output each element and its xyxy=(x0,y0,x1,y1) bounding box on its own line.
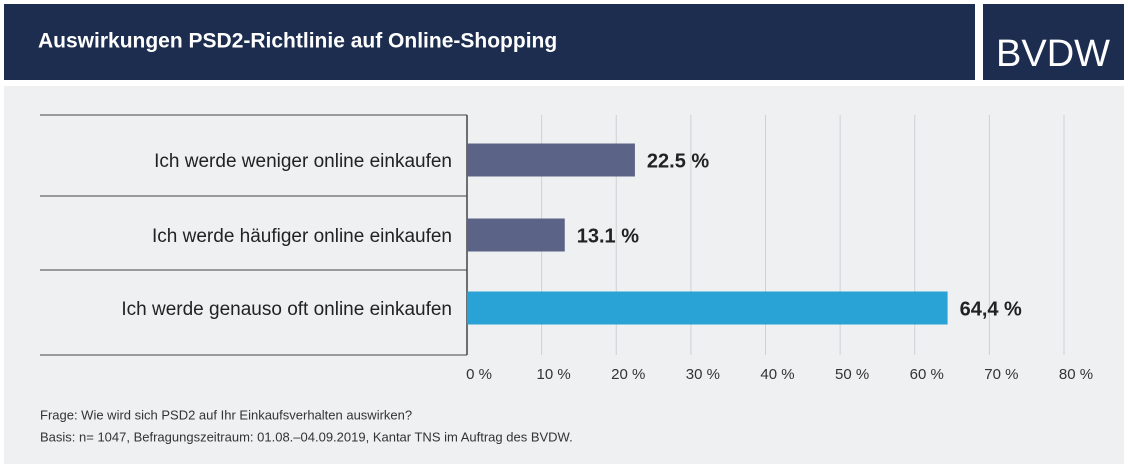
bar xyxy=(467,291,948,325)
x-tick-label: 0 % xyxy=(466,366,492,383)
logo: BVDW xyxy=(996,33,1110,75)
x-tick-label: 80 % xyxy=(1059,366,1093,383)
value-label: 64,4 % xyxy=(960,298,1022,320)
category-label: Ich werde häufiger online einkaufen xyxy=(152,226,452,247)
logo-box xyxy=(983,4,1124,80)
x-tick-label: 70 % xyxy=(984,366,1018,383)
value-label: 13.1 % xyxy=(577,225,639,247)
chart-title: Auswirkungen PSD2-Richtlinie auf Online-… xyxy=(38,30,557,53)
x-tick-label: 30 % xyxy=(686,366,720,383)
value-label: 22.5 % xyxy=(647,150,709,172)
note: Frage: Wie wird sich PSD2 auf Ihr Einkau… xyxy=(40,407,412,422)
category-label: Ich werde genauso oft online einkaufen xyxy=(121,299,452,320)
bar xyxy=(467,218,565,252)
bar xyxy=(467,143,635,177)
x-tick-label: 10 % xyxy=(537,366,571,383)
x-tick-label: 50 % xyxy=(835,366,869,383)
header xyxy=(4,4,975,80)
category-label: Ich werde weniger online einkaufen xyxy=(154,151,452,172)
note: Basis: n= 1047, Befragungszeitraum: 01.0… xyxy=(40,429,573,444)
x-tick-label: 60 % xyxy=(910,366,944,383)
x-tick-label: 40 % xyxy=(760,366,794,383)
x-tick-label: 20 % xyxy=(611,366,645,383)
